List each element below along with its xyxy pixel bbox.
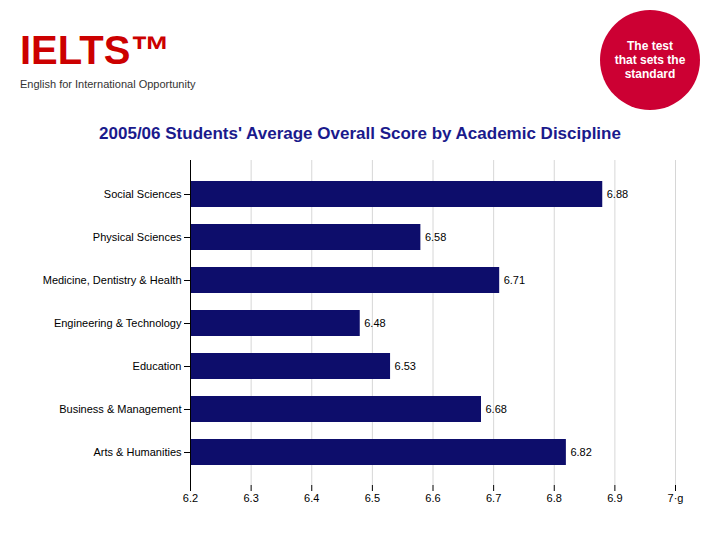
svg-text:6.68: 6.68 xyxy=(486,403,507,415)
svg-text:6.7: 6.7 xyxy=(486,492,501,504)
svg-text:6.6: 6.6 xyxy=(425,492,440,504)
svg-text:6.2: 6.2 xyxy=(183,492,198,504)
svg-text:6.9: 6.9 xyxy=(607,492,622,504)
svg-text:Arts & Humanities: Arts & Humanities xyxy=(93,446,182,458)
svg-text:6.53: 6.53 xyxy=(395,360,416,372)
html-text:The test: The test xyxy=(627,39,673,53)
html-text:standard: standard xyxy=(624,67,676,81)
svg-text:6.82: 6.82 xyxy=(570,446,591,458)
html-text:that sets the: that sets the xyxy=(614,53,686,67)
svg-text:6.58: 6.58 xyxy=(425,231,446,243)
svg-text:Social Sciences: Social Sciences xyxy=(104,188,182,200)
svg-text:Education: Education xyxy=(133,360,182,372)
svg-text:Medicine, Dentistry & Health: Medicine, Dentistry & Health xyxy=(43,274,182,286)
svg-text:Physical Sciences: Physical Sciences xyxy=(93,231,182,243)
svg-text:6.4: 6.4 xyxy=(304,492,319,504)
svg-text:Business & Management: Business & Management xyxy=(59,403,181,415)
svg-text:6.5: 6.5 xyxy=(365,492,380,504)
svg-text:6.71: 6.71 xyxy=(504,274,525,286)
svg-text:6.48: 6.48 xyxy=(364,317,385,329)
html-text:IELTS™: IELTS™ xyxy=(20,28,171,72)
svg-text:6.3: 6.3 xyxy=(243,492,258,504)
html-text:2005/06 Students' Average Over: 2005/06 Students' Average Overall Score … xyxy=(99,124,621,143)
svg-text:7·g: 7·g xyxy=(668,492,684,504)
html-text:English for International Oppo: English for International Opportunity xyxy=(20,78,196,90)
svg-text:6.88: 6.88 xyxy=(607,188,628,200)
svg-text:Engineering & Technology: Engineering & Technology xyxy=(54,317,182,329)
svg-text:6.8: 6.8 xyxy=(547,492,562,504)
